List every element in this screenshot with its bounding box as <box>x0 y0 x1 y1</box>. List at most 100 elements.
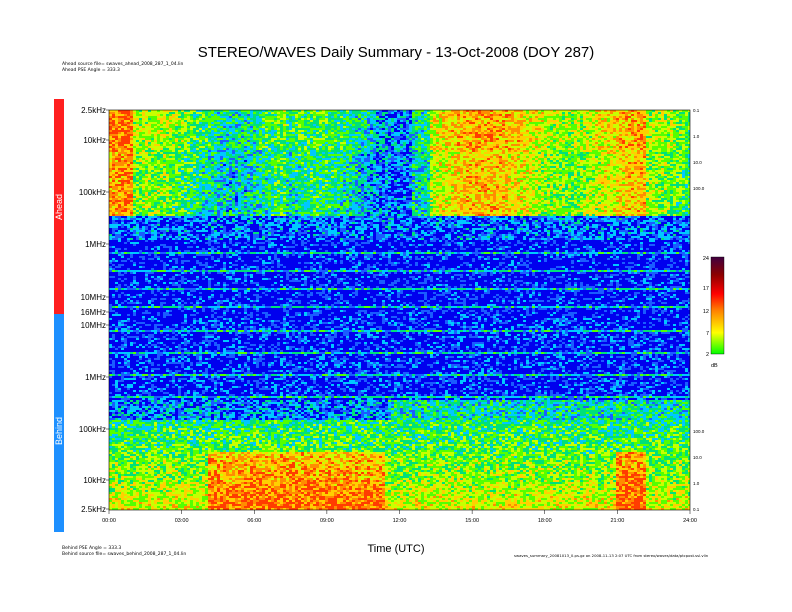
spectrogram-cell <box>502 150 505 152</box>
spectrogram-cell <box>352 158 355 160</box>
spectrogram-cell <box>562 140 565 142</box>
spectrogram-cell <box>256 128 259 130</box>
spectrogram-cell <box>568 114 571 116</box>
spectrogram-cell <box>514 160 517 162</box>
spectrogram-cell <box>526 124 529 126</box>
spectrogram-cell <box>289 120 292 122</box>
spectrogram-cell <box>415 136 418 138</box>
spectrogram-cell <box>415 158 418 160</box>
spectrogram-cell <box>556 122 559 124</box>
spectrogram-cell <box>457 152 460 154</box>
spectrogram-cell <box>571 148 574 150</box>
spectrogram-cell <box>187 150 190 152</box>
spectrogram-cell <box>238 140 241 142</box>
spectrogram-cell <box>652 142 655 144</box>
spectrogram-cell <box>112 126 115 128</box>
spectrogram-cell <box>352 116 355 118</box>
spectrogram-cell <box>409 156 412 158</box>
spectrogram-cell <box>634 136 637 138</box>
spectrogram-cell <box>487 132 490 134</box>
spectrogram-cell <box>274 112 277 114</box>
spectrogram-cell <box>283 110 286 112</box>
spectrogram-cell <box>511 126 514 128</box>
spectrogram-cell <box>544 112 547 114</box>
spectrogram-cell <box>259 120 262 122</box>
spectrogram-cell <box>121 144 124 146</box>
spectrogram-cell <box>370 158 373 160</box>
spectrogram-cell <box>223 122 226 124</box>
spectrogram-cell <box>187 142 190 144</box>
spectrogram-cell <box>310 134 313 136</box>
spectrogram-cell <box>601 160 604 162</box>
spectrogram-cell <box>544 156 547 158</box>
spectrogram-cell <box>550 128 553 130</box>
spectrogram-cell <box>589 116 592 118</box>
spectrogram-cell <box>631 126 634 128</box>
spectrogram-cell <box>640 142 643 144</box>
spectrogram-cell <box>118 130 121 132</box>
spectrogram-cell <box>628 134 631 136</box>
spectrogram-cell <box>394 156 397 158</box>
spectrogram-cell <box>118 138 121 140</box>
spectrogram-cell <box>637 138 640 140</box>
spectrogram-cell <box>385 116 388 118</box>
spectrogram-cell <box>430 116 433 118</box>
spectrogram-cell <box>187 144 190 146</box>
spectrogram-cell <box>247 158 250 160</box>
spectrogram-cell <box>238 114 241 116</box>
spectrogram-cell <box>265 112 268 114</box>
spectrogram-cell <box>406 128 409 130</box>
spectrogram-cell <box>250 130 253 132</box>
spectrogram-cell <box>223 116 226 118</box>
spectrogram-cell <box>667 112 670 114</box>
spectrogram-cell <box>514 154 517 156</box>
spectrogram-cell <box>265 148 268 150</box>
spectrogram-cell <box>352 142 355 144</box>
spectrogram-cell <box>679 158 682 160</box>
spectrogram-cell <box>673 130 676 132</box>
spectrogram-cell <box>271 130 274 132</box>
spectrogram-cell <box>211 156 214 158</box>
spectrogram-cell <box>571 150 574 152</box>
spectrogram-cell <box>580 120 583 122</box>
spectrogram-cell <box>157 144 160 146</box>
spectrogram-cell <box>304 146 307 148</box>
spectrogram-cell <box>487 146 490 148</box>
spectrogram-cell <box>607 122 610 124</box>
spectrogram-cell <box>160 162 163 164</box>
spectrogram-cell <box>532 122 535 124</box>
spectrogram-cell <box>610 140 613 142</box>
spectrogram-cell <box>217 162 220 164</box>
spectrogram-cell <box>472 114 475 116</box>
spectrogram-cell <box>229 126 232 128</box>
spectrogram-cell <box>553 110 556 112</box>
spectrogram-cell <box>661 136 664 138</box>
spectrogram-cell <box>523 142 526 144</box>
spectrogram-cell <box>670 158 673 160</box>
spectrogram-cell <box>325 142 328 144</box>
spectrogram-cell <box>517 128 520 130</box>
spectrogram-cell <box>466 136 469 138</box>
spectrogram-cell <box>361 146 364 148</box>
spectrogram-cell <box>160 126 163 128</box>
spectrogram-cell <box>151 140 154 142</box>
spectrogram-cell <box>424 160 427 162</box>
spectrogram-cell <box>295 122 298 124</box>
spectrogram-cell <box>577 156 580 158</box>
spectrogram-cell <box>292 158 295 160</box>
spectrogram-cell <box>388 154 391 156</box>
spectrogram-cell <box>364 126 367 128</box>
spectrogram-cell <box>130 118 133 120</box>
spectrogram-cell <box>613 152 616 154</box>
spectrogram-cell <box>139 134 142 136</box>
spectrogram-cell <box>313 110 316 112</box>
spectrogram-cell <box>352 132 355 134</box>
spectrogram-cell <box>658 148 661 150</box>
spectrogram-cell <box>322 144 325 146</box>
spectrogram-cell <box>649 134 652 136</box>
spectrogram-cell <box>634 124 637 126</box>
spectrogram-cell <box>412 134 415 136</box>
spectrogram-cell <box>232 148 235 150</box>
spectrogram-cell <box>205 138 208 140</box>
spectrogram-cell <box>193 138 196 140</box>
